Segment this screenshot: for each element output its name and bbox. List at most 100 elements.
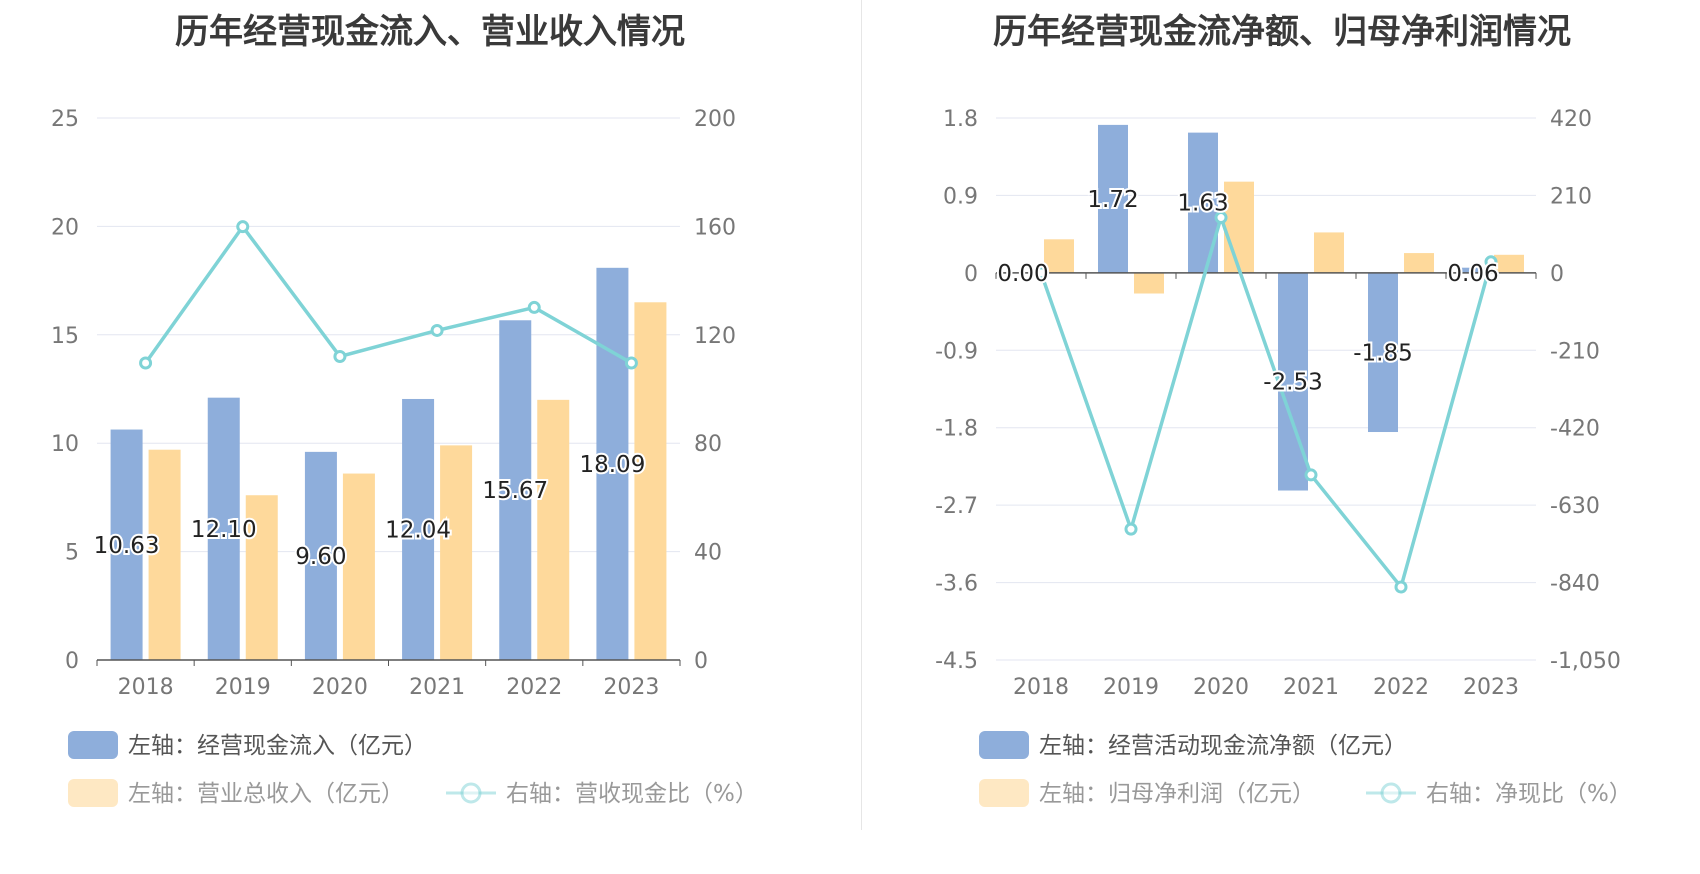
left-line-point [624,356,638,370]
left-y-right-tick: 160 [694,215,736,240]
right-y-right-tick: -1,050 [1550,649,1621,674]
right-legend-label-series3: 右轴：净现比（%） [1426,781,1632,807]
right-bar-series1 [1368,272,1398,433]
right-line-point [1214,211,1228,225]
left-data-label: 12.04 [385,517,451,543]
left-legend-swatch-series2 [68,779,118,807]
left-x-tick: 2022 [506,675,562,700]
right-y-left-tick: -4.5 [935,649,978,674]
right-x-tick: 2019 [1103,675,1159,700]
left-line-point [139,356,153,370]
left-x-tick: 2021 [409,675,465,700]
right-data-label: 1.63 [1177,191,1228,217]
left-line-point [527,300,541,314]
left-x-tick: 2019 [215,675,271,700]
right-bar-series2 [1134,272,1164,294]
left-legend-swatch-series3-point [460,782,482,804]
right-y-right-tick: -630 [1550,494,1600,519]
left-line-series3 [144,223,633,365]
right-y-left-tick: 0.9 [943,184,978,209]
left-data-label: 9.60 [295,544,346,570]
right-y-left-tick: -1.8 [935,417,978,442]
right-bar-series2 [1044,239,1074,273]
left-chart-svg: 0 0 5 40 10 80 15 120 20 160 25 200 2018 2019 2020 2021… [51,107,758,807]
left-chart-panel: 历年经营现金流入、营业收入情况 0 0 5 40 10 80 15 120 20 160 25 200… [0,0,860,830]
left-line-point [236,220,250,234]
right-bar-series2 [1224,181,1254,273]
left-bar-series1 [499,320,532,660]
left-y-left-tick: 25 [51,107,79,132]
left-y-left-tick: 5 [65,541,79,566]
right-line-series3 [1039,211,1493,591]
right-legend-label-series2: 左轴：归母净利润（亿元） [1039,781,1315,807]
left-bar-series2 [342,473,375,660]
right-data-label: 0.06 [1447,261,1498,287]
right-y-left-tick: -0.9 [935,339,978,364]
panel-divider [861,0,862,830]
right-x-tick: 2023 [1463,675,1519,700]
right-y-right-tick: -420 [1550,417,1600,442]
right-bar-series2 [1314,232,1344,273]
right-chart-title: 历年经营现金流净额、归母净利润情况 [993,12,1571,52]
left-data-label: 10.63 [94,533,160,559]
right-line-point [1034,266,1048,280]
left-bar-series2 [148,449,181,660]
left-y-left-tick: 15 [51,324,79,349]
right-chart-panel: 历年经营现金流净额、归母净利润情况 -4.5 -1,050 -3.6 -840 -2.7… [864,0,1700,830]
right-data-label: -2.53 [1263,370,1323,396]
left-x-tick: 2018 [118,675,174,700]
left-y-right-tick: 200 [694,107,736,132]
left-bar-series2 [634,302,667,660]
right-bar-series2 [1404,253,1434,273]
left-y-left-tick: 10 [51,432,79,457]
right-legend-swatch-series1 [979,731,1029,759]
left-legend-label-series1: 左轴：经营现金流入（亿元） [128,733,427,759]
right-data-label: -1.85 [1353,340,1413,366]
right-x-tick: 2022 [1373,675,1429,700]
right-line-point [1484,255,1498,269]
left-y-right-tick: 120 [694,324,736,349]
right-bar-series1 [1098,124,1128,273]
left-y-left-tick: 20 [51,215,79,240]
left-bar-series2 [440,445,473,660]
right-y-left-tick: -3.6 [935,572,978,597]
right-bar-series2 [1494,254,1524,273]
left-bar-series2 [245,495,278,660]
right-legend-swatch-series2 [979,779,1029,807]
right-y-left-tick: -2.7 [935,494,978,519]
right-y-right-tick: 420 [1550,107,1592,132]
left-legend-label-series2: 左轴：营业总收入（亿元） [128,781,404,807]
left-bar-series1 [110,429,143,660]
right-data-label: 1.72 [1087,187,1138,213]
right-legend-label-series1: 左轴：经营活动现金流净额（亿元） [1039,733,1407,759]
right-line-point [1304,468,1318,482]
left-legend-label-series3: 右轴：营收现金比（%） [506,781,758,807]
right-data-label: 0.00 [997,261,1048,287]
right-line-point [1394,580,1408,594]
left-y-left-tick: 0 [65,649,79,674]
right-x-tick: 2018 [1013,675,1069,700]
right-legend-swatch-series3-point [1380,782,1402,804]
right-x-tick: 2021 [1283,675,1339,700]
left-line-point [430,323,444,337]
left-bar-series1 [402,398,435,660]
right-x-tick: 2020 [1193,675,1249,700]
right-y-right-tick: 210 [1550,184,1592,209]
right-line-point [1124,522,1138,536]
right-chart-svg: -4.5 -1,050 -3.6 -840 -2.7 -630 -1.8 -420 -0.9 -2… [935,107,1632,807]
left-y-right-tick: 0 [694,649,708,674]
left-chart-title: 历年经营现金流入、营业收入情况 [175,12,685,52]
right-y-right-tick: -210 [1550,339,1600,364]
left-bar-series1 [304,451,337,660]
right-y-left-tick: 0 [964,262,978,287]
left-bar-series1 [207,397,240,660]
left-data-label: 12.10 [191,517,257,543]
left-legend-swatch-series1 [68,731,118,759]
left-data-label: 15.67 [482,478,548,504]
right-y-right-tick: 0 [1550,262,1564,287]
right-y-left-tick: 1.8 [943,107,978,132]
right-bar-series1 [1458,267,1488,273]
left-y-right-tick: 80 [694,432,722,457]
left-line-point [333,349,347,363]
left-y-right-tick: 40 [694,541,722,566]
